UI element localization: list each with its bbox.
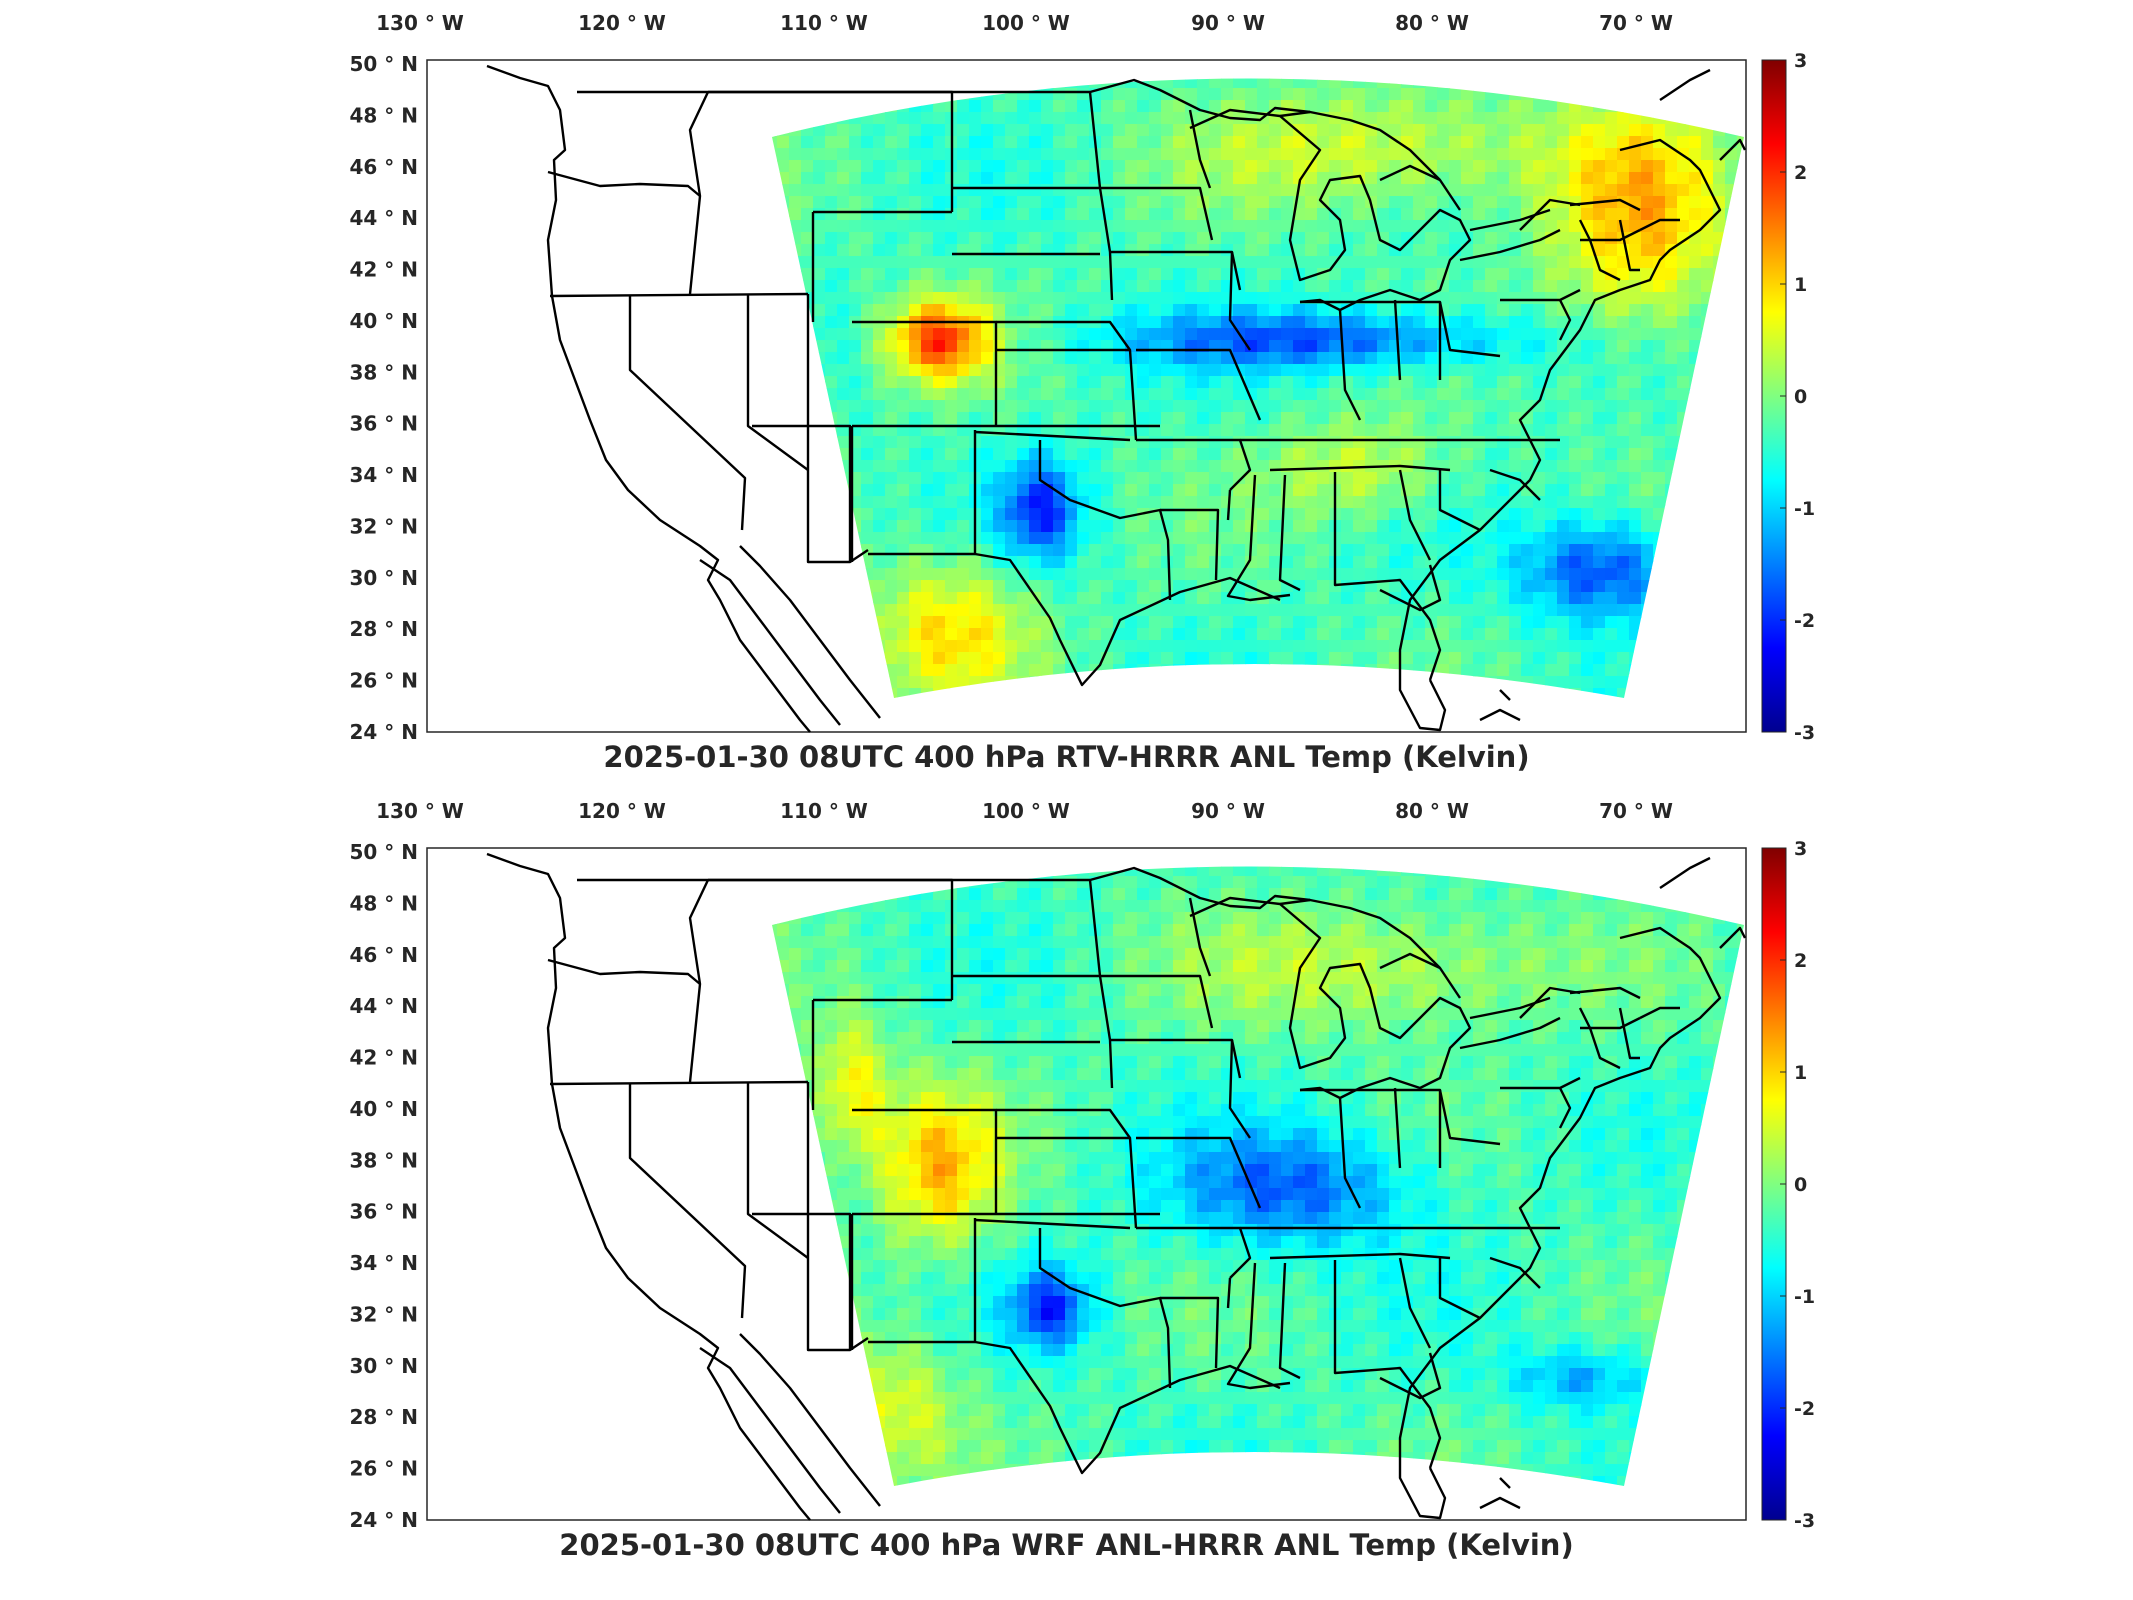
longitude-label: 120 ° W [578,11,666,35]
panel-title: 2025-01-30 08UTC 400 hPa RTV-HRRR ANL Te… [603,740,1530,774]
longitude-label: 70 ° W [1599,799,1673,823]
longitude-labels: 130 ° W 120 ° W 110 ° W 100 ° W 90 ° W 80 ° W… [376,11,1673,35]
state-boundaries [486,64,1747,733]
east-coastline [1398,138,1722,732]
latitude-label: 26 ° N [350,1457,419,1481]
colorbar-tick-label: 1 [1794,274,1807,296]
longitude-label: 80 ° W [1395,799,1469,823]
map-svg: 50 ° N 48 ° N 46 ° N 44 ° N 42 ° N 40 ° N 38 °… [350,11,1816,744]
colorbar-tick-label: 3 [1794,50,1807,72]
longitude-labels: 130 ° W 120 ° W 110 ° W 100 ° W 90 ° W 80 ° W… [376,799,1673,823]
latitude-label: 50 ° N [350,840,419,864]
west-coastline [486,852,811,1521]
longitude-label: 110 ° W [780,799,868,823]
longitude-label: 130 ° W [376,11,464,35]
longitude-label: 100 ° W [982,799,1070,823]
latitude-label: 36 ° N [350,412,419,436]
latitude-labels: 50 ° N 48 ° N 46 ° N 44 ° N 42 ° N 40 ° N 38 °… [350,52,419,744]
latitude-label: 32 ° N [350,514,419,538]
latitude-label: 30 ° N [350,566,419,590]
longitude-label: 80 ° W [1395,11,1469,35]
latitude-label: 24 ° N [350,1508,419,1532]
colorbar-tick-label: 1 [1794,1062,1807,1084]
latitude-label: 34 ° N [350,463,419,487]
great-lakes [1189,896,1472,1100]
latitude-label: 34 ° N [350,1251,419,1275]
latitude-label: 44 ° N [350,206,419,230]
colorbar-tick-label: 3 [1794,838,1807,860]
map-svg: 50 ° N 48 ° N 46 ° N 44 ° N 42 ° N 40 ° N 38 °… [350,799,1816,1532]
map-panel-1: 50 ° N 48 ° N 46 ° N 44 ° N 42 ° N 40 ° N 38 °… [350,11,1816,774]
colorbar-tick-label: -1 [1794,498,1815,520]
colorbar-tick-label: 0 [1794,1174,1807,1196]
latitude-label: 32 ° N [350,1302,419,1326]
latitude-label: 42 ° N [350,1046,419,1070]
colorbar-tick-label: -3 [1794,722,1815,744]
latitude-label: 50 ° N [350,52,419,76]
colorbar-tick-label: 2 [1794,950,1807,972]
latitude-label: 44 ° N [350,994,419,1018]
longitude-label: 100 ° W [982,11,1070,35]
colorbar-tick-label: 2 [1794,162,1807,184]
colorbar-tick-label: -3 [1794,1510,1815,1532]
longitude-label: 70 ° W [1599,11,1673,35]
latitude-label: 46 ° N [350,155,419,179]
great-lakes [1189,108,1472,312]
west-coastline [486,64,811,733]
latitude-label: 28 ° N [350,617,419,641]
colorbar-tick-label: -2 [1794,610,1815,632]
temperature-difference-field [772,866,1744,1486]
latitude-labels: 50 ° N 48 ° N 46 ° N 44 ° N 42 ° N 40 ° N 38 °… [350,840,419,1532]
latitude-label: 38 ° N [350,360,419,384]
latitude-label: 48 ° N [350,891,419,915]
longitude-label: 90 ° W [1191,11,1265,35]
latitude-label: 40 ° N [350,1097,419,1121]
latitude-label: 30 ° N [350,1354,419,1378]
east-coastline [1398,926,1722,1520]
latitude-label: 38 ° N [350,1148,419,1172]
longitude-label: 130 ° W [376,799,464,823]
latitude-label: 24 ° N [350,720,419,744]
latitude-label: 40 ° N [350,309,419,333]
latitude-label: 28 ° N [350,1405,419,1429]
colorbar-tick-labels: 3 2 1 0 -1 -2 -3 [1780,50,1815,744]
colorbar-tick-labels: 3 2 1 0 -1 -2 -3 [1780,838,1815,1532]
state-boundaries [486,852,1747,1521]
map-panel-2: 50 ° N 48 ° N 46 ° N 44 ° N 42 ° N 40 ° N 38 °… [0,788,2133,1588]
latitude-label: 36 ° N [350,1200,419,1224]
colorbar-tick-label: -2 [1794,1398,1815,1420]
temperature-difference-field [772,78,1744,698]
panel-title: 2025-01-30 08UTC 400 hPa WRF ANL-HRRR AN… [559,1528,1574,1562]
latitude-label: 48 ° N [350,103,419,127]
latitude-label: 46 ° N [350,943,419,967]
colorbar-tick-label: -1 [1794,1286,1815,1308]
colorbar-tick-label: 0 [1794,386,1807,408]
latitude-label: 42 ° N [350,258,419,282]
latitude-label: 26 ° N [350,669,419,693]
longitude-label: 120 ° W [578,799,666,823]
longitude-label: 110 ° W [780,11,868,35]
longitude-label: 90 ° W [1191,799,1265,823]
